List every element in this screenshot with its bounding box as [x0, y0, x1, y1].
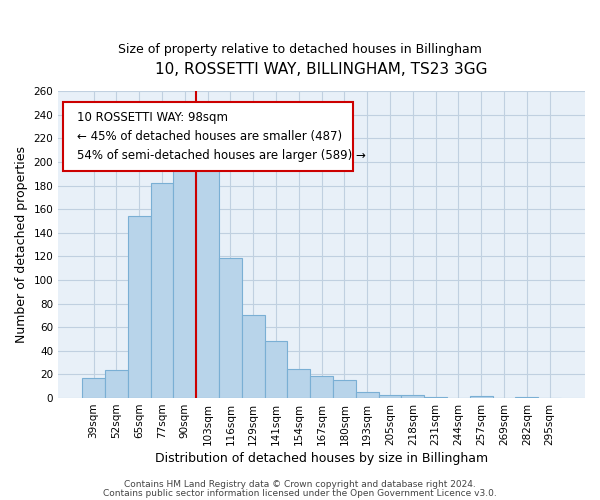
- Bar: [515, 397, 538, 398]
- Title: 10, ROSSETTI WAY, BILLINGHAM, TS23 3GG: 10, ROSSETTI WAY, BILLINGHAM, TS23 3GG: [155, 62, 488, 78]
- Bar: [219, 258, 242, 398]
- Bar: [379, 394, 401, 398]
- Text: Size of property relative to detached houses in Billingham: Size of property relative to detached ho…: [118, 42, 482, 56]
- Text: Contains HM Land Registry data © Crown copyright and database right 2024.: Contains HM Land Registry data © Crown c…: [124, 480, 476, 489]
- Bar: [151, 183, 173, 398]
- FancyBboxPatch shape: [64, 102, 353, 171]
- Bar: [470, 396, 493, 398]
- Text: 54% of semi-detached houses are larger (589) →: 54% of semi-detached houses are larger (…: [77, 150, 365, 162]
- Bar: [424, 397, 447, 398]
- Bar: [356, 392, 379, 398]
- Bar: [128, 216, 151, 398]
- Bar: [82, 378, 105, 398]
- Bar: [401, 394, 424, 398]
- Bar: [265, 342, 287, 398]
- Text: ← 45% of detached houses are smaller (487): ← 45% of detached houses are smaller (48…: [77, 130, 342, 143]
- Bar: [287, 368, 310, 398]
- Text: 10 ROSSETTI WAY: 98sqm: 10 ROSSETTI WAY: 98sqm: [77, 110, 227, 124]
- Bar: [242, 316, 265, 398]
- Bar: [105, 370, 128, 398]
- Bar: [196, 150, 219, 398]
- Bar: [310, 376, 333, 398]
- Text: Contains public sector information licensed under the Open Government Licence v3: Contains public sector information licen…: [103, 488, 497, 498]
- Bar: [173, 158, 196, 398]
- Y-axis label: Number of detached properties: Number of detached properties: [15, 146, 28, 343]
- X-axis label: Distribution of detached houses by size in Billingham: Distribution of detached houses by size …: [155, 452, 488, 465]
- Bar: [333, 380, 356, 398]
